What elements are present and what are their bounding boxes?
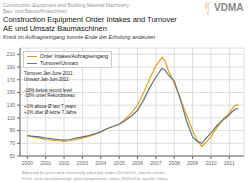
svg-text:50: 50 <box>9 153 15 159</box>
svg-text:150: 150 <box>8 89 15 95</box>
svg-text:2008: 2008 <box>169 160 180 166</box>
html-text:AE und Umsatz Baumaschinen: AE und Umsatz Baumaschinen <box>3 24 107 33</box>
html-text:Construction Equipment and Bui: Construction Equipment and Building Mate… <box>3 2 129 8</box>
html-text:Order Intakes/Auftragseingang: Order Intakes/Auftragseingang <box>40 53 109 59</box>
svg-text:2001: 2001 <box>40 160 51 166</box>
svg-text:110: 110 <box>8 115 15 121</box>
svg-text:2010: 2010 <box>205 160 216 166</box>
svg-text:2011: 2011 <box>224 160 235 166</box>
svg-text:2005: 2005 <box>114 160 125 166</box>
html-text:Knick im Auftragseingang konnt: Knick im Auftragseingang konnte Ende der… <box>3 34 156 40</box>
svg-text:2006: 2006 <box>132 160 143 166</box>
html-text:Adjusted for price and seasona: Adjusted for price and seasonally adjust… <box>22 170 168 181</box>
svg-text:2003: 2003 <box>77 160 88 166</box>
svg-text:2004: 2004 <box>95 160 106 166</box>
svg-text:2002: 2002 <box>59 160 70 166</box>
html-text:VDMA: VDMA <box>214 2 244 13</box>
html-text:Turnover Jan-June 2011: Umsatz: Turnover Jan-June 2011: Umsatz Jan-Juni … <box>24 71 77 115</box>
html-text:Construction Equipment Order I: Construction Equipment Order Intakes and… <box>3 15 177 24</box>
svg-text:90: 90 <box>9 127 15 133</box>
html-text:Turnover/Umsatz: Turnover/Umsatz <box>40 59 79 66</box>
svg-text:2007: 2007 <box>150 160 161 166</box>
svg-text:2009: 2009 <box>187 160 198 166</box>
html-text:Bau- und Baustoffmaschinen: Bau- und Baustoffmaschinen <box>3 8 68 14</box>
svg-text:2000: 2000 <box>22 160 33 166</box>
svg-text:190: 190 <box>8 64 15 70</box>
svg-text:130: 130 <box>8 102 15 108</box>
svg-text:210: 210 <box>8 51 15 57</box>
svg-text:70: 70 <box>9 140 15 146</box>
svg-text:170: 170 <box>8 77 15 83</box>
